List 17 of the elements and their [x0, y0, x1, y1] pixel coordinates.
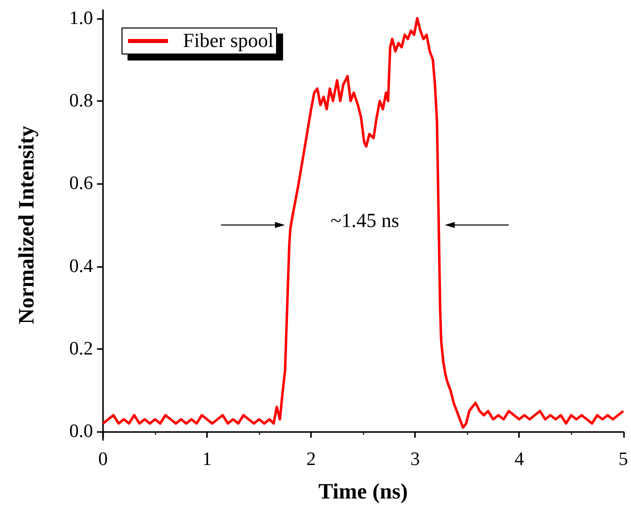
- x-tick-label: 1: [202, 449, 212, 470]
- x-axis-title: Time (ns): [318, 478, 408, 504]
- y-tick-label: 0.8: [69, 90, 93, 112]
- y-tick-label: 0.4: [69, 256, 94, 277]
- x-tick-label: 2: [306, 449, 316, 470]
- line-series: [102, 17, 624, 429]
- x-tick-label: 4: [514, 449, 524, 470]
- y-tick-label: 0.0: [69, 421, 93, 442]
- x-tick-label: 5: [618, 449, 628, 470]
- y-axis-title: Normalized Intensity: [14, 126, 38, 324]
- x-tick-label: 3: [410, 449, 420, 470]
- annotation: ~1.45 ns: [330, 210, 400, 232]
- y-tick-label: 0.2: [69, 338, 93, 360]
- legend-label: Fiber spool: [183, 30, 274, 52]
- y-tick-label: 1.0: [69, 8, 93, 29]
- x-tick-label: 0: [98, 449, 108, 470]
- y-tick-label: 0.6: [69, 173, 93, 194]
